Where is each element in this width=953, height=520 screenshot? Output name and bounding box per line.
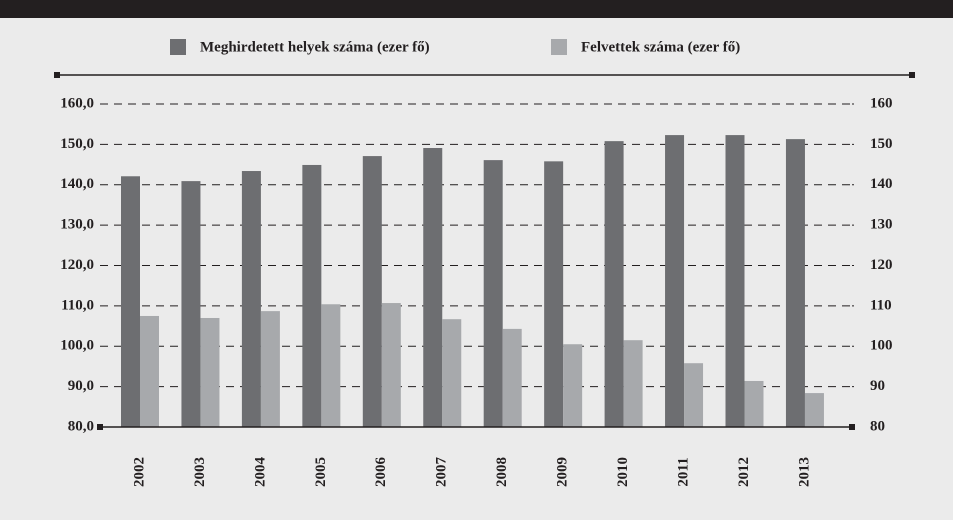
x-tick-label: 2013 <box>796 457 812 487</box>
bar <box>381 303 401 427</box>
bar <box>241 171 261 427</box>
bar <box>321 304 341 427</box>
y2-tick-label: 100 <box>870 338 893 354</box>
x-tick-label: 2007 <box>434 457 450 488</box>
x-tick-label: 2010 <box>615 457 631 487</box>
bar <box>121 176 140 427</box>
y2-tick-label: 120 <box>870 257 893 273</box>
bar <box>181 181 201 427</box>
bar <box>804 393 824 427</box>
bar <box>442 319 462 427</box>
y2-tick-label: 140 <box>870 176 893 192</box>
bar <box>665 135 685 427</box>
header-bar <box>0 0 953 18</box>
rule-end <box>909 72 915 78</box>
bar <box>362 156 382 428</box>
x-tick-label: 2008 <box>494 457 510 487</box>
x-tick-label: 2009 <box>555 457 571 487</box>
x-tick-label: 2006 <box>373 457 389 488</box>
y-tick-label: 160,0 <box>60 95 94 111</box>
bar <box>140 315 159 427</box>
y-tick-label: 150,0 <box>60 136 94 152</box>
bar <box>563 344 583 427</box>
x-tick-label: 2004 <box>252 457 268 488</box>
bar <box>785 139 805 427</box>
bar <box>423 148 443 428</box>
bar <box>483 160 503 427</box>
bar <box>260 311 280 427</box>
y-tick-label: 80,0 <box>68 418 94 434</box>
bar <box>623 340 643 427</box>
bar <box>502 328 522 427</box>
axis-end <box>97 424 103 430</box>
legend-swatch <box>551 39 567 55</box>
bar <box>684 363 704 427</box>
bar <box>302 164 322 427</box>
x-tick-label: 2005 <box>313 457 329 487</box>
legend-label: Meghirdetett helyek száma (ezer fő) <box>200 39 430 55</box>
legend-swatch <box>170 39 186 55</box>
y-tick-label: 100,0 <box>60 338 94 354</box>
x-tick-label: 2012 <box>736 457 752 487</box>
y2-tick-label: 110 <box>870 297 892 313</box>
legend-label: Felvettek száma (ezer fő) <box>581 39 740 55</box>
rule-end <box>54 72 60 78</box>
y2-tick-label: 80 <box>870 418 885 434</box>
bar <box>544 161 564 427</box>
x-tick-label: 2003 <box>192 457 208 487</box>
y-tick-label: 110,0 <box>61 297 94 313</box>
y-tick-label: 130,0 <box>60 217 94 233</box>
y2-tick-label: 90 <box>870 378 885 394</box>
y2-tick-label: 130 <box>870 217 893 233</box>
bar <box>725 135 745 427</box>
y-tick-label: 90,0 <box>68 378 94 394</box>
y-tick-label: 140,0 <box>60 176 94 192</box>
y2-tick-label: 150 <box>870 136 893 152</box>
bar <box>200 317 220 427</box>
x-tick-label: 2011 <box>675 457 691 486</box>
x-tick-label: 2002 <box>131 457 147 487</box>
axis-end <box>849 424 855 430</box>
bar <box>604 141 624 427</box>
y-tick-label: 120,0 <box>60 257 94 273</box>
bar <box>744 380 764 427</box>
y2-tick-label: 160 <box>870 95 893 111</box>
